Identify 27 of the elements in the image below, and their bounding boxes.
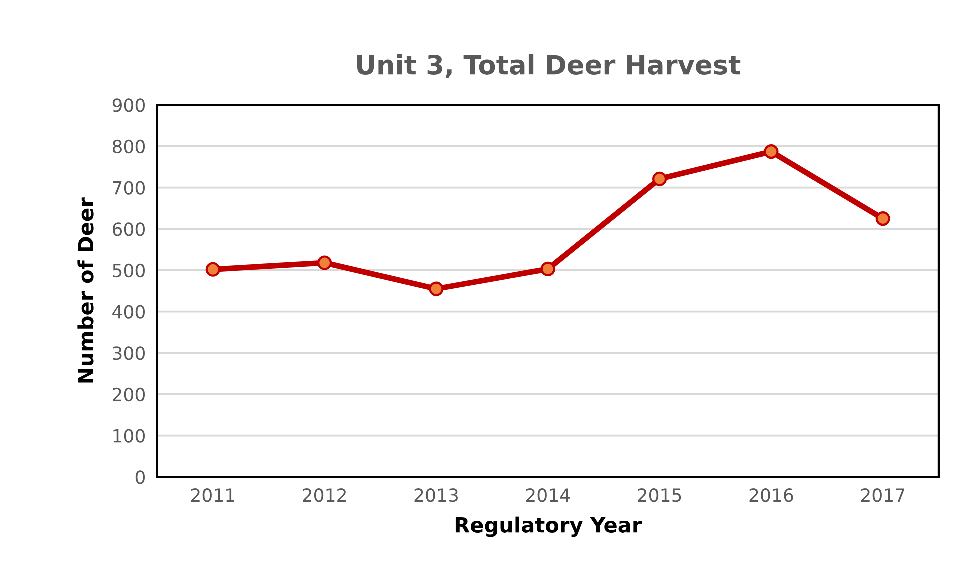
y-tick-label: 700 xyxy=(113,181,145,195)
x-tick-label: 2014 xyxy=(526,488,570,502)
y-tick-label: 400 xyxy=(112,305,145,319)
y-tick-label: 0 xyxy=(136,470,145,484)
point xyxy=(764,144,779,160)
x-tick-label: 2017 xyxy=(861,488,905,502)
point xyxy=(318,256,332,270)
y-tick-label: 900 xyxy=(112,98,145,112)
y-tick-label: 500 xyxy=(113,264,145,278)
point xyxy=(652,172,668,186)
x-tick-label: 2011 xyxy=(191,488,234,502)
y-tick-label: 100 xyxy=(114,429,145,443)
y-tick-label: 600 xyxy=(112,222,145,236)
y-tick-label: 800 xyxy=(112,140,145,154)
x-tick-label: 2012 xyxy=(303,488,346,502)
chart-title: Unit 3, Total Deer Harvest xyxy=(357,54,741,78)
x-axis-title: Regulatory Year xyxy=(456,516,642,538)
point xyxy=(876,211,890,226)
point xyxy=(540,262,556,277)
point xyxy=(206,262,220,277)
point xyxy=(429,282,444,296)
x-tick-label: 2013 xyxy=(414,488,458,502)
x-tick-label: 2016 xyxy=(750,488,794,502)
y-tick-label: 300 xyxy=(113,346,145,360)
x-tick-label: 2015 xyxy=(638,488,682,502)
y-axis-title: Number of Deer xyxy=(78,198,94,383)
y-tick-label: 200 xyxy=(113,388,145,402)
